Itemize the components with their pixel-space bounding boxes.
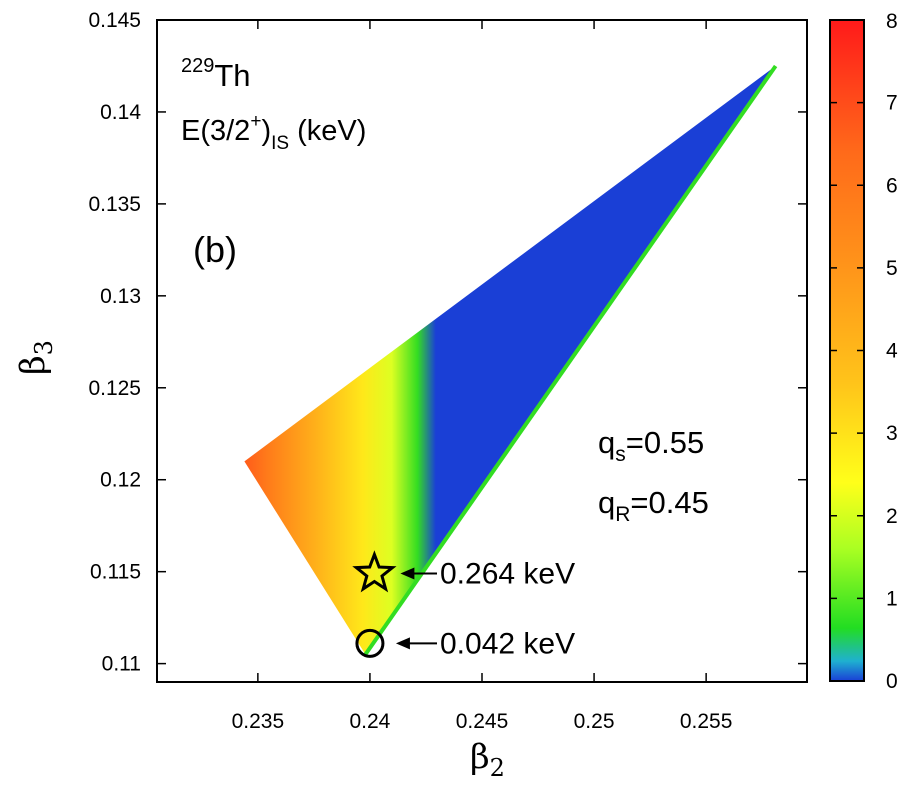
quantity-label: E(3/2+)IS (keV) bbox=[181, 111, 366, 154]
colorbar-tick-label: 6 bbox=[886, 174, 898, 197]
colorbar-tick-label: 0 bbox=[886, 670, 898, 693]
colorbar-ticks: 0 1 2 3 4 5 6 7 8 bbox=[830, 10, 898, 693]
y-tick-label: 0.145 bbox=[88, 9, 141, 32]
colorbar-tick-label: 8 bbox=[886, 10, 898, 33]
colorbar-tick-label: 2 bbox=[886, 505, 898, 528]
circle-marker bbox=[355, 628, 385, 658]
x-axis-ticks: 0.235 0.24 0.245 0.25 0.255 bbox=[232, 20, 733, 733]
plot-region bbox=[244, 64, 778, 656]
markers: 0.264 keV 0.042 keV bbox=[352, 550, 575, 660]
x-tick-label: 0.25 bbox=[574, 710, 615, 733]
y-tick-label: 0.11 bbox=[102, 653, 141, 676]
colorbar-tick-label: 4 bbox=[886, 340, 898, 363]
y-tick-label: 0.14 bbox=[100, 101, 141, 124]
marker-value-label: 0.042 keV bbox=[440, 627, 575, 660]
y-tick-label: 0.125 bbox=[88, 377, 141, 400]
y-axis-title: β3 bbox=[13, 340, 58, 375]
colorbar-tick-label: 7 bbox=[886, 92, 898, 115]
marker-value-label: 0.264 keV bbox=[440, 558, 575, 591]
x-tick-label: 0.24 bbox=[349, 710, 390, 733]
colorbar-tick-label: 5 bbox=[886, 257, 898, 280]
heatmap-region bbox=[244, 65, 776, 655]
star-marker bbox=[352, 550, 397, 593]
nucleus-label: 229Th bbox=[181, 55, 251, 93]
y-tick-label: 0.12 bbox=[100, 469, 141, 492]
parameter-qr: qR=0.45 bbox=[598, 485, 709, 526]
x-tick-label: 0.235 bbox=[232, 710, 285, 733]
x-tick-label: 0.255 bbox=[680, 710, 733, 733]
annotation-arrowhead bbox=[400, 567, 415, 580]
x-tick-label: 0.245 bbox=[456, 710, 509, 733]
parameter-qs: qs=0.55 bbox=[598, 425, 704, 466]
colorbar-tick-label: 3 bbox=[886, 422, 898, 445]
annotation-arrowhead bbox=[395, 637, 410, 650]
panel-label: (b) bbox=[193, 229, 237, 270]
y-axis-ticks: 0.11 0.115 0.12 0.125 0.13 0.135 0.14 0.145 bbox=[88, 9, 807, 676]
heatmap-rim bbox=[363, 64, 778, 656]
y-tick-label: 0.13 bbox=[100, 285, 141, 308]
y-tick-label: 0.115 bbox=[90, 561, 141, 584]
x-axis-title: β2 bbox=[470, 737, 505, 782]
colorbar-tick-label: 1 bbox=[886, 587, 898, 610]
y-tick-label: 0.135 bbox=[88, 193, 141, 216]
